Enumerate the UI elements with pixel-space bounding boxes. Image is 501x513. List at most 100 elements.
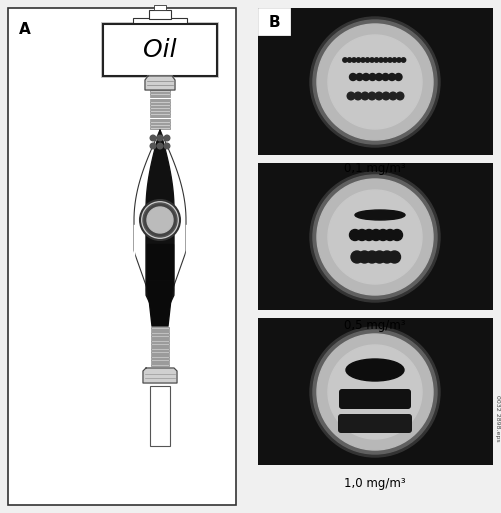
Bar [150, 386, 170, 446]
Bar [133, 18, 187, 24]
Bar [258, 318, 492, 465]
Circle shape [347, 58, 351, 62]
Circle shape [361, 92, 368, 100]
Circle shape [350, 251, 362, 263]
Bar [150, 107, 170, 109]
Polygon shape [143, 368, 177, 383]
Polygon shape [145, 76, 175, 90]
Bar [150, 127, 170, 129]
Circle shape [157, 135, 162, 141]
Circle shape [313, 330, 436, 454]
Circle shape [380, 251, 392, 263]
Circle shape [374, 92, 382, 100]
Circle shape [313, 175, 436, 299]
Bar [8, 8, 235, 505]
Circle shape [373, 251, 385, 263]
Circle shape [391, 229, 402, 241]
Circle shape [381, 92, 389, 100]
Text: 0,1 mg/m³: 0,1 mg/m³ [344, 162, 405, 175]
Bar [151, 348, 169, 350]
Circle shape [362, 73, 369, 81]
Circle shape [143, 203, 177, 237]
Bar [151, 346, 169, 347]
Circle shape [388, 73, 395, 81]
Circle shape [316, 24, 432, 140]
Bar [151, 362, 169, 363]
Circle shape [349, 229, 360, 241]
Bar [258, 8, 492, 155]
Circle shape [140, 200, 180, 240]
Bar [150, 93, 170, 94]
Circle shape [365, 58, 369, 62]
Circle shape [150, 135, 155, 141]
Ellipse shape [354, 210, 404, 220]
Circle shape [367, 92, 375, 100]
Circle shape [375, 73, 382, 81]
Bar [151, 343, 169, 345]
Circle shape [310, 327, 439, 457]
Bar [150, 119, 170, 120]
Bar [147, 244, 173, 279]
Circle shape [310, 172, 439, 302]
Bar [150, 96, 170, 97]
Bar [150, 113, 170, 114]
Circle shape [360, 58, 364, 62]
Circle shape [327, 35, 421, 129]
Text: Oil: Oil [143, 38, 176, 62]
Circle shape [378, 58, 382, 62]
Circle shape [354, 92, 361, 100]
Bar [151, 332, 169, 334]
Circle shape [147, 207, 173, 233]
Circle shape [327, 345, 421, 439]
Ellipse shape [345, 359, 403, 381]
Bar [150, 104, 170, 106]
Bar [150, 124, 170, 126]
Circle shape [396, 58, 400, 62]
Bar [150, 98, 170, 100]
Bar [150, 116, 170, 117]
Bar [151, 335, 169, 337]
Bar [149, 10, 171, 19]
Bar [259, 9, 289, 34]
Circle shape [342, 58, 347, 62]
Circle shape [370, 229, 381, 241]
Bar [151, 340, 169, 342]
Text: 1,0 mg/m³: 1,0 mg/m³ [344, 477, 405, 490]
Circle shape [356, 58, 360, 62]
Bar [150, 122, 170, 123]
Bar [151, 357, 169, 358]
Polygon shape [147, 281, 173, 326]
Polygon shape [146, 130, 174, 325]
Circle shape [150, 143, 155, 149]
Bar [154, 5, 166, 10]
Bar [103, 24, 216, 76]
Bar [151, 359, 169, 361]
Circle shape [356, 229, 367, 241]
Circle shape [369, 58, 373, 62]
Bar [151, 353, 169, 356]
Circle shape [310, 17, 439, 147]
Circle shape [384, 229, 395, 241]
Circle shape [387, 58, 391, 62]
Circle shape [377, 229, 388, 241]
FancyBboxPatch shape [338, 389, 410, 409]
Bar [151, 351, 169, 353]
Circle shape [365, 251, 377, 263]
Bar [150, 110, 170, 112]
Circle shape [395, 92, 403, 100]
Circle shape [347, 92, 354, 100]
Circle shape [313, 20, 436, 144]
Circle shape [355, 73, 362, 81]
Text: 0032 2898.eps: 0032 2898.eps [494, 395, 499, 442]
Text: 0,5 mg/m³: 0,5 mg/m³ [344, 319, 405, 332]
Bar [150, 90, 170, 92]
Bar [151, 364, 169, 366]
Circle shape [157, 143, 162, 149]
Text: A: A [19, 22, 31, 37]
Circle shape [316, 334, 432, 450]
Circle shape [391, 58, 396, 62]
Circle shape [363, 229, 374, 241]
Circle shape [327, 190, 421, 284]
Bar [258, 163, 492, 310]
Bar [150, 102, 170, 103]
